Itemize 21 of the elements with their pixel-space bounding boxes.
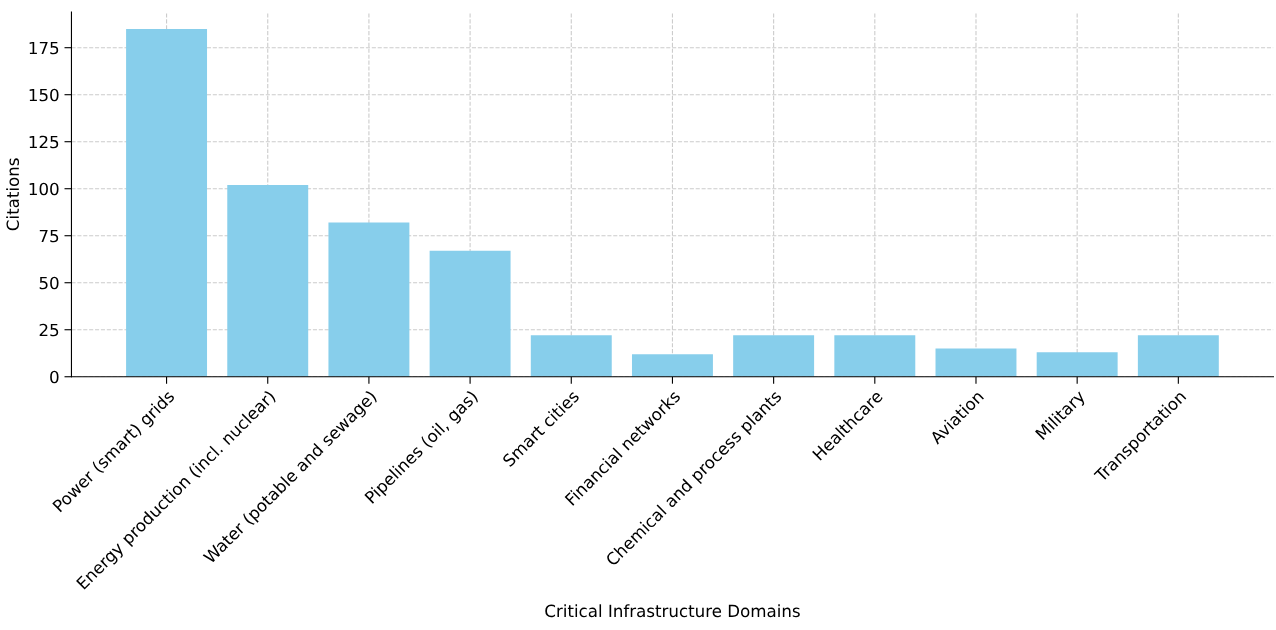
y-tick-label: 125 [29, 135, 59, 149]
bar [1137, 335, 1219, 377]
y-tick-label: 75 [39, 229, 59, 243]
bar [227, 184, 309, 377]
y-tick-label: 50 [39, 276, 59, 290]
y-tick-label: 175 [29, 41, 59, 55]
bar [631, 354, 713, 377]
bar [834, 335, 916, 377]
bar [328, 222, 410, 377]
y-tick-label: 100 [29, 182, 59, 196]
bar [733, 335, 815, 377]
y-axis-title: Citations [6, 158, 20, 231]
bar [935, 348, 1017, 377]
y-tick-label: 0 [50, 370, 59, 384]
y-tick-label: 25 [39, 323, 59, 337]
y-tick-label: 150 [29, 88, 59, 102]
bar [530, 335, 612, 377]
x-axis-title: Critical Infrastructure Domains [545, 604, 800, 618]
bar [1036, 352, 1118, 377]
bar [429, 250, 511, 377]
bar [126, 28, 208, 377]
